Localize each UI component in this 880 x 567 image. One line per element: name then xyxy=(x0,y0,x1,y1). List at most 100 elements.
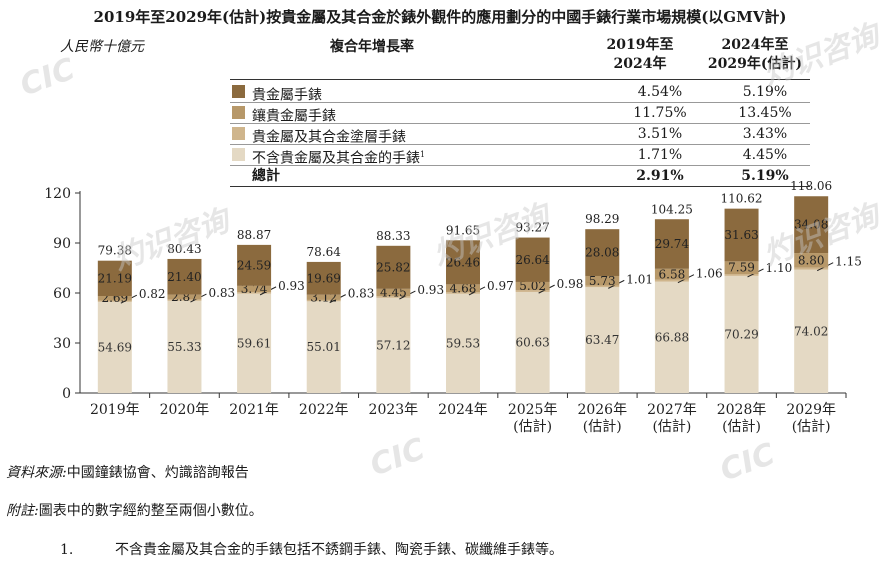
data-label: 5.02 xyxy=(519,279,546,293)
bar-segment xyxy=(97,260,132,296)
data-label: 25.82 xyxy=(376,260,410,274)
table-rule xyxy=(230,165,810,166)
data-label: 55.33 xyxy=(167,340,201,354)
table-rule xyxy=(230,144,810,145)
bar-segment xyxy=(654,219,689,269)
cagr-value-2024-2029: 3.43% xyxy=(742,126,788,142)
total-label: 88.33 xyxy=(376,229,410,243)
bar-segment xyxy=(515,281,550,291)
watermark-logo: CIC xyxy=(15,51,80,104)
bar-segment xyxy=(306,294,341,300)
bar-segment xyxy=(794,267,829,270)
data-label: 60.63 xyxy=(515,335,549,349)
legend-row: 貴金屬手錶 4.54% 5.19% xyxy=(230,82,810,104)
data-label: 6.58 xyxy=(659,267,686,281)
data-label: 24.59 xyxy=(237,258,271,272)
bar-segment xyxy=(654,279,689,282)
y-tick-label: 0 xyxy=(62,386,71,402)
x-tick-label: (估計) xyxy=(792,419,831,435)
data-label: 1.10 xyxy=(766,261,793,275)
bar-segment xyxy=(167,294,202,300)
bar-segment xyxy=(585,287,620,393)
bar-segment xyxy=(237,293,272,393)
bar-segment xyxy=(724,208,759,262)
data-label: 0.98 xyxy=(557,277,584,291)
watermark-logo: CIC xyxy=(715,436,780,489)
chart-title: 2019年至2029年(估計)按貴金屬及其合金於錶外觀件的應用劃分的中國手錶行業… xyxy=(93,8,787,26)
table-rule xyxy=(230,123,810,124)
data-label: 0.82 xyxy=(139,287,166,301)
bar-segment xyxy=(794,196,829,254)
total-cagr-2019-2024: 2.91% xyxy=(636,168,684,184)
data-label: 55.01 xyxy=(307,340,341,354)
total-label: 93.27 xyxy=(515,221,549,235)
data-label: 70.29 xyxy=(724,327,758,341)
cagr-col2-header: 2024年至 2029年(估計) xyxy=(700,36,810,74)
total-label: 80.43 xyxy=(167,242,201,256)
bar-segment xyxy=(97,300,132,302)
x-tick-label: 2023年 xyxy=(369,402,419,418)
note-label: 附註: xyxy=(6,503,39,519)
legend-label: 不含貴金屬及其合金的手錶1 xyxy=(252,150,426,167)
x-tick-label: 2027年 xyxy=(647,402,697,418)
data-label: 21.19 xyxy=(98,271,132,285)
bar-segment xyxy=(167,299,202,301)
stacked-bar-chart: 030609012054.690.822.6921.1979.382019年55… xyxy=(44,180,862,435)
note-text: 圖表中的數字經約整至兩個小數位。 xyxy=(38,503,263,519)
bar-segment xyxy=(446,284,480,293)
y-tick-label: 120 xyxy=(44,186,71,202)
source-line: 資料來源:中國鐘錶協會、灼識諮詢報告 xyxy=(6,462,249,482)
data-label: 19.69 xyxy=(307,271,341,285)
data-label: 4.68 xyxy=(450,281,477,295)
bar-segment xyxy=(446,240,480,285)
x-tick-label: 2026年 xyxy=(577,402,627,418)
data-label: 54.69 xyxy=(98,340,132,354)
cagr-value-2019-2024: 1.71% xyxy=(637,147,683,163)
bar-segment xyxy=(585,275,620,286)
data-label: 31.63 xyxy=(724,228,758,242)
source-text: 中國鐘錶協會、灼識諮詢報告 xyxy=(66,465,249,481)
table-rule xyxy=(230,102,810,103)
bar-segment xyxy=(97,296,132,301)
data-label: 1.06 xyxy=(696,267,723,281)
legend-swatch xyxy=(232,148,245,161)
x-tick-label: (估計) xyxy=(652,419,691,435)
data-label: 29.74 xyxy=(655,237,690,251)
data-label: 34.08 xyxy=(794,218,828,232)
data-label: 0.83 xyxy=(348,287,375,301)
cagr-col1-line1: 2019年至 xyxy=(606,37,674,53)
footnote: 1. 不含貴金屬及其合金的手錶包括不銹鋼手錶、陶瓷手錶、碳纖維手錶等。 xyxy=(60,539,563,559)
bar-segment xyxy=(237,244,272,286)
bar-segment xyxy=(446,292,480,294)
x-tick-label: 2029年 xyxy=(786,402,836,418)
data-label: 21.40 xyxy=(167,270,201,284)
data-label: 66.88 xyxy=(655,330,689,344)
legend-row: 鑲貴金屬手錶 11.75% 13.45% xyxy=(230,103,810,125)
bar-segment xyxy=(376,296,411,298)
data-label: 4.45 xyxy=(380,286,407,300)
bar-segment xyxy=(724,275,759,393)
total-label: 78.64 xyxy=(307,245,342,259)
cagr-col1-line2: 2024年 xyxy=(613,56,667,72)
bar-segment xyxy=(306,261,341,295)
bar-segment xyxy=(376,288,411,297)
data-label: 1.01 xyxy=(626,272,653,286)
data-label: 59.53 xyxy=(446,336,480,350)
data-label: 26.64 xyxy=(515,253,550,267)
bar-segment xyxy=(237,285,272,293)
legend-row: 不含貴金屬及其合金的手錶1 1.71% 4.45% xyxy=(230,145,810,167)
legend-label: 貴金屬手錶 xyxy=(252,87,322,104)
footnote-text: 不含貴金屬及其合金的手錶包括不銹鋼手錶、陶瓷手錶、碳纖維手錶等。 xyxy=(115,542,563,558)
data-label: 28.08 xyxy=(585,246,619,260)
table-rule-bottom xyxy=(230,186,810,187)
bar-segment xyxy=(794,253,829,268)
data-label: 7.59 xyxy=(728,261,755,275)
bar-segment xyxy=(585,229,620,276)
source-label: 資料來源: xyxy=(6,465,67,481)
bar-segment xyxy=(585,285,620,288)
x-tick-label: 2028年 xyxy=(717,402,767,418)
cagr-value-2019-2024: 3.51% xyxy=(637,126,683,142)
cagr-header: 複合年增長率 xyxy=(330,39,414,55)
cagr-col1-header: 2019年至 2024年 xyxy=(585,36,695,74)
cagr-value-2024-2029: 13.45% xyxy=(738,105,792,121)
